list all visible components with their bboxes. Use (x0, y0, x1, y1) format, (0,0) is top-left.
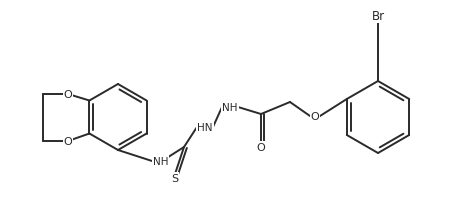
Text: HN: HN (197, 122, 213, 132)
Text: NH: NH (153, 156, 169, 166)
Text: O: O (257, 142, 266, 152)
Text: O: O (64, 90, 72, 99)
Text: S: S (171, 173, 179, 183)
Text: O: O (64, 136, 72, 146)
Text: Br: Br (372, 11, 384, 23)
Text: O: O (311, 111, 319, 121)
Text: NH: NH (222, 103, 238, 112)
